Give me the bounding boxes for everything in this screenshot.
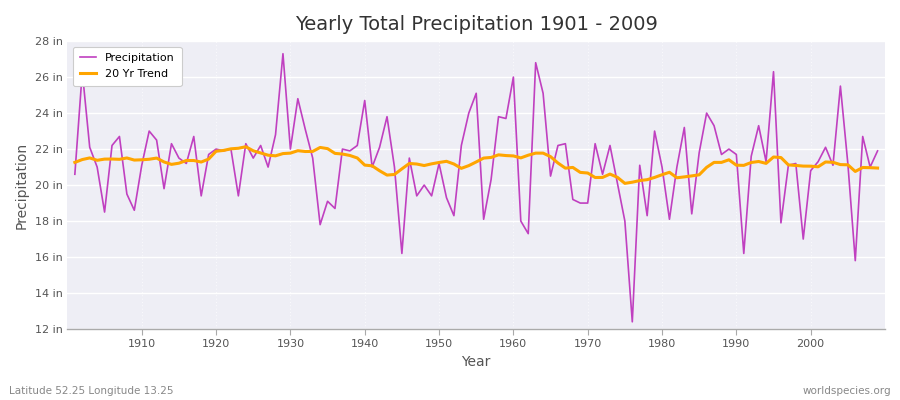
Line: 20 Yr Trend: 20 Yr Trend <box>75 147 878 183</box>
Precipitation <box>300 127 310 132</box>
20 Yr Trend <box>300 149 310 154</box>
20 Yr Trend <box>69 160 80 165</box>
Precipitation <box>872 148 883 153</box>
20 Yr Trend <box>240 144 251 149</box>
20 Yr Trend <box>129 158 140 162</box>
Precipitation <box>69 172 80 177</box>
Precipitation <box>129 208 140 213</box>
Precipitation <box>605 143 616 148</box>
X-axis label: Year: Year <box>462 355 490 369</box>
20 Yr Trend <box>516 156 526 160</box>
Text: Latitude 52.25 Longitude 13.25: Latitude 52.25 Longitude 13.25 <box>9 386 174 396</box>
Text: worldspecies.org: worldspecies.org <box>803 386 891 396</box>
Precipitation <box>345 148 356 153</box>
Precipitation <box>627 320 638 324</box>
Y-axis label: Precipitation: Precipitation <box>15 142 29 229</box>
Line: Precipitation: Precipitation <box>75 54 878 322</box>
Precipitation <box>277 51 288 56</box>
Title: Yearly Total Precipitation 1901 - 2009: Yearly Total Precipitation 1901 - 2009 <box>295 15 658 34</box>
Precipitation <box>508 75 518 80</box>
20 Yr Trend <box>872 166 883 170</box>
20 Yr Trend <box>619 181 630 186</box>
Legend: Precipitation, 20 Yr Trend: Precipitation, 20 Yr Trend <box>73 47 182 86</box>
20 Yr Trend <box>345 153 356 158</box>
20 Yr Trend <box>605 172 616 176</box>
20 Yr Trend <box>508 154 518 158</box>
Precipitation <box>516 219 526 224</box>
